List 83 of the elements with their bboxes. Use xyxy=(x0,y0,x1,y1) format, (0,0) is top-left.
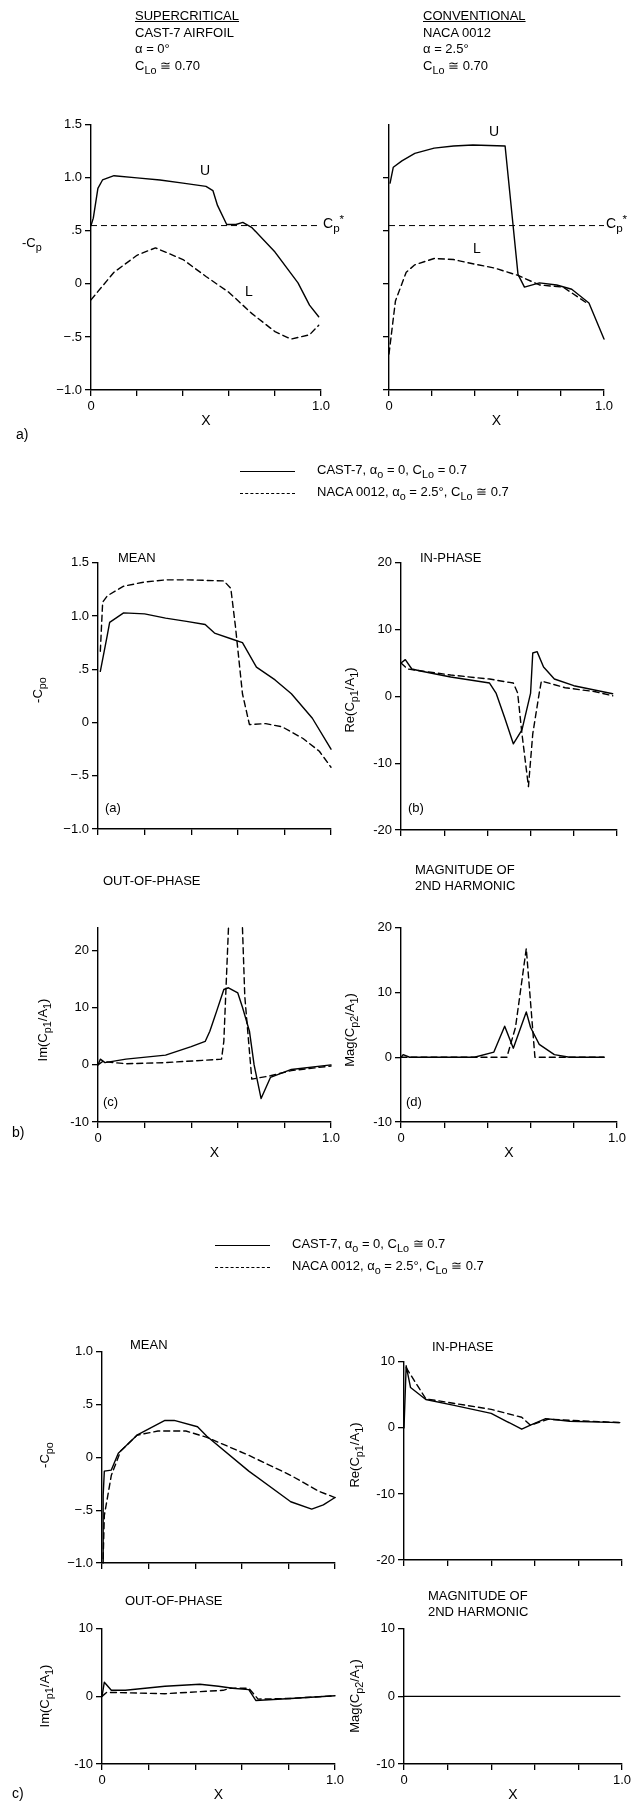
y-tick-label: 10 xyxy=(78,1620,93,1636)
x-tick-label: 1.0 xyxy=(321,1130,341,1146)
x-tick-label: 1.0 xyxy=(594,398,614,414)
y-tick-label: 1.0 xyxy=(74,1343,93,1359)
y-tick-label: −.5 xyxy=(63,328,82,344)
chart-title: MAGNITUDE OF 2ND HARMONIC xyxy=(428,1588,529,1621)
y-tick-label: 0 xyxy=(81,1056,89,1072)
y-tick-label: 0 xyxy=(74,275,82,291)
annotation: U xyxy=(200,162,211,180)
y-tick-label: −.5 xyxy=(74,1501,93,1517)
y-tick-label: 10 xyxy=(377,621,392,637)
chart-subtitle: NACA 0012 α = 2.5° C$_{Lo}$ ≅ 0.70 xyxy=(423,25,491,77)
y-tick-label: 0 xyxy=(81,714,89,730)
annotation: L xyxy=(473,240,481,258)
y-tick-label: 10 xyxy=(74,999,89,1015)
x-axis-title: X xyxy=(491,412,502,430)
x-tick-label: 1.0 xyxy=(311,398,331,414)
text: c) xyxy=(12,1785,24,1803)
x-axis-title: X xyxy=(508,1786,518,1804)
x-axis-title: X xyxy=(504,1144,514,1162)
y-tick-label: −1.0 xyxy=(56,381,82,397)
y-tick-label: 20 xyxy=(74,942,89,958)
y-tick-label: 0 xyxy=(387,1419,395,1435)
annotation: (b) xyxy=(408,800,424,817)
y-tick-label: -20 xyxy=(376,1551,395,1567)
chart-title: MAGNITUDE OF 2ND HARMONIC xyxy=(415,862,516,895)
y-tick-label: 10 xyxy=(380,1353,395,1369)
y-tick-label: 1.5 xyxy=(63,116,82,132)
y-tick-label: −.5 xyxy=(70,767,89,783)
text: b) xyxy=(12,1124,25,1142)
annotation: U xyxy=(489,123,500,141)
y-tick-label: -20 xyxy=(373,821,392,837)
x-axis-title: X xyxy=(201,412,211,430)
x-axis-title: X xyxy=(209,1144,220,1162)
y-tick-label: 0 xyxy=(85,1687,93,1703)
legend-label: NACA 0012, α$_{o}$ = 2.5°, C$_{Lo}$ ≅ 0.7 xyxy=(292,1258,484,1276)
x-tick-label: 1.0 xyxy=(325,1772,345,1788)
x-tick-label: 0 xyxy=(400,1772,408,1788)
legend-label: CAST-7, α$_{o}$ = 0, C$_{Lo}$ = 0.7 xyxy=(317,462,467,480)
y-tick-label: -10 xyxy=(70,1113,89,1129)
legend-label: NACA 0012, α$_{o}$ = 2.5°, C$_{Lo}$ ≅ 0.7 xyxy=(317,484,509,502)
annotation: (d) xyxy=(406,1094,422,1111)
x-tick-label: 0 xyxy=(397,1130,405,1146)
y-tick-label: 10 xyxy=(377,984,392,1000)
y-axis-title: -C$_{p}$ xyxy=(22,235,42,255)
y-tick-label: 10 xyxy=(380,1620,395,1636)
y-tick-label: 0 xyxy=(384,1048,392,1064)
y-tick-label: .5 xyxy=(82,1396,93,1412)
y-tick-label: 20 xyxy=(377,919,392,935)
chart-title: MEAN xyxy=(118,550,156,567)
annotation: (a) xyxy=(105,800,121,817)
chart-title: MEAN xyxy=(130,1337,168,1354)
chart-subtitle: CAST-7 AIRFOIL α = 0° C$_{Lo}$ ≅ 0.70 xyxy=(135,25,234,77)
y-tick-label: -10 xyxy=(373,754,392,770)
y-tick-label: −1.0 xyxy=(67,1554,93,1570)
y-tick-label: -10 xyxy=(74,1755,93,1771)
y-tick-label: -10 xyxy=(376,1485,395,1501)
y-tick-label: -10 xyxy=(373,1113,392,1129)
y-tick-label: -10 xyxy=(376,1755,395,1771)
x-tick-label: 1.0 xyxy=(612,1772,632,1788)
y-tick-label: 0 xyxy=(384,687,392,703)
annotation: L xyxy=(245,283,253,301)
y-tick-label: .5 xyxy=(71,222,82,238)
y-tick-label: −1.0 xyxy=(63,820,89,836)
y-tick-label: .5 xyxy=(78,660,89,676)
y-tick-label: 1.0 xyxy=(70,607,89,623)
chart-title: SUPERCRITICAL xyxy=(135,8,240,25)
x-tick-label: 1.0 xyxy=(607,1130,627,1146)
y-tick-label: 0 xyxy=(387,1687,395,1703)
chart-title: IN-PHASE xyxy=(420,550,482,567)
y-tick-label: 1.5 xyxy=(70,554,89,570)
chart-title: CONVENTIONAL xyxy=(423,8,526,25)
legend-label: CAST-7, α$_{o}$ = 0, C$_{Lo}$ ≅ 0.7 xyxy=(292,1236,446,1254)
y-tick-label: 0 xyxy=(85,1448,93,1464)
chart-title: OUT-OF-PHASE xyxy=(103,873,201,890)
x-tick-label: 0 xyxy=(98,1772,106,1788)
y-tick-label: 20 xyxy=(377,554,392,570)
chart-title: OUT-OF-PHASE xyxy=(125,1593,223,1610)
x-axis-title: X xyxy=(213,1786,224,1804)
text: a) xyxy=(16,426,29,444)
chart-title: IN-PHASE xyxy=(432,1339,494,1356)
y-tick-label: 1.0 xyxy=(63,169,82,185)
annotation: (c) xyxy=(103,1094,119,1111)
